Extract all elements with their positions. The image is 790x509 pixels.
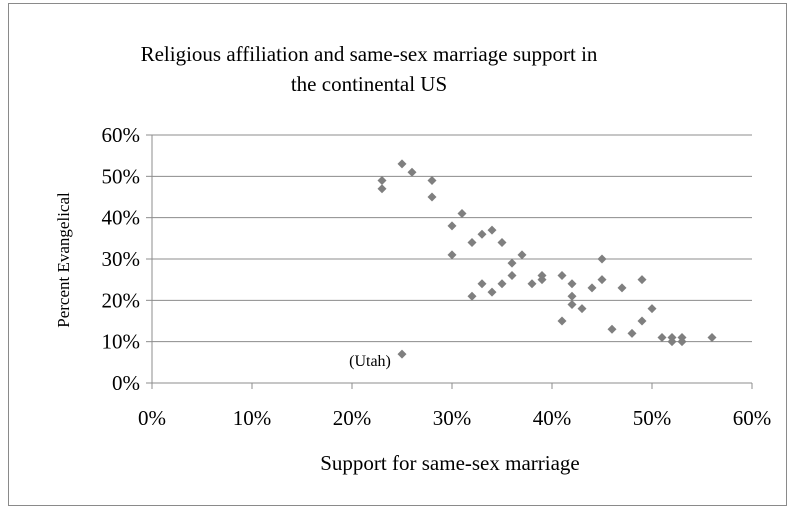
data-point [637, 275, 647, 285]
data-point [427, 175, 437, 185]
data-point [477, 279, 487, 289]
data-point [377, 184, 387, 194]
chart-title-line-1: Religious affiliation and same-sex marri… [141, 42, 598, 66]
data-point [477, 229, 487, 239]
x-tick-label: 50% [633, 406, 672, 430]
x-tick-labels: 0% 10% 20% 30% 40% 50% 60% [138, 406, 771, 430]
data-point [447, 221, 457, 231]
y-tick-label: 30% [102, 247, 141, 271]
data-point [587, 283, 597, 293]
data-point [467, 291, 477, 301]
data-point [457, 209, 467, 219]
data-point [517, 250, 527, 260]
y-tick-label: 0% [112, 371, 140, 395]
y-axis-title: Percent Evangelical [54, 192, 73, 328]
data-point [397, 349, 407, 359]
data-point [707, 333, 717, 343]
data-point [567, 279, 577, 289]
data-point [487, 225, 497, 235]
y-tick-label: 50% [102, 164, 141, 188]
data-point [507, 258, 517, 268]
x-tick-label: 0% [138, 406, 166, 430]
data-point [427, 192, 437, 202]
data-point [637, 316, 647, 326]
utah-annotation: (Utah) [349, 353, 391, 370]
x-axis-title: Support for same-sex marriage [320, 451, 580, 475]
data-point [597, 275, 607, 285]
data-point [467, 237, 477, 247]
data-point [597, 254, 607, 264]
data-point [397, 159, 407, 169]
axes [146, 134, 753, 389]
data-point [677, 337, 687, 347]
data-point [577, 304, 587, 314]
y-tick-label: 20% [102, 288, 141, 312]
y-tick-label: 40% [102, 206, 141, 230]
data-point [567, 291, 577, 301]
data-point [617, 283, 627, 293]
y-tick-label: 10% [102, 330, 141, 354]
data-point [497, 279, 507, 289]
data-points [377, 159, 717, 359]
data-point [447, 250, 457, 260]
data-point [557, 316, 567, 326]
y-tick-labels: 0% 10% 20% 30% 40% 50% 60% [102, 123, 141, 395]
x-tick-label: 30% [433, 406, 472, 430]
data-point [607, 324, 617, 334]
data-point [657, 333, 667, 343]
chart-area [8, 3, 787, 506]
x-tick-label: 10% [233, 406, 272, 430]
data-point [537, 275, 547, 285]
data-point [567, 299, 577, 309]
data-point [647, 304, 657, 314]
gridlines [152, 134, 752, 343]
data-point [667, 337, 677, 347]
data-point [377, 175, 387, 185]
x-tick-label: 60% [733, 406, 772, 430]
y-tick-label: 60% [102, 123, 141, 147]
data-point [527, 279, 537, 289]
data-point [507, 271, 517, 281]
data-point [407, 167, 417, 177]
data-point [627, 328, 637, 338]
data-point [487, 287, 497, 297]
x-tick-label: 20% [333, 406, 372, 430]
data-point [497, 237, 507, 247]
x-tick-label: 40% [533, 406, 572, 430]
chart-title-line-2: the continental US [291, 72, 447, 96]
data-point [557, 271, 567, 281]
